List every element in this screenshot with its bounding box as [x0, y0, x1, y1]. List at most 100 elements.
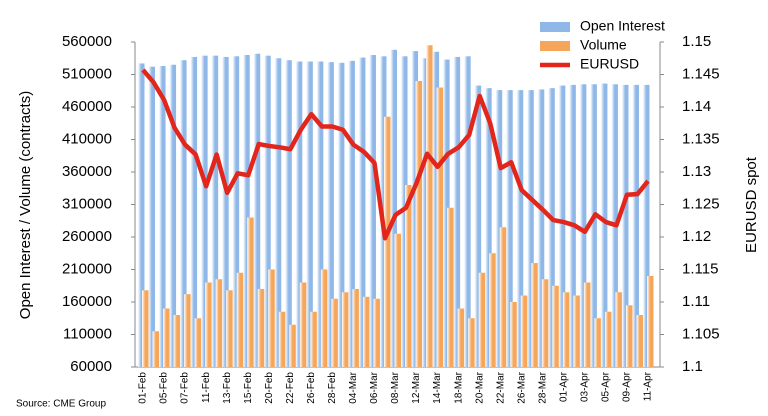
bar	[180, 60, 187, 367]
bar	[274, 58, 282, 367]
bar	[562, 292, 570, 367]
bar	[285, 60, 292, 367]
legend-label: Open Interest	[580, 18, 665, 34]
bar	[173, 315, 181, 367]
bar	[573, 295, 580, 367]
bar	[331, 298, 338, 367]
x-tick-label: 15-Feb	[243, 372, 254, 404]
bar	[489, 253, 496, 367]
y-tick-label: 560000	[62, 33, 112, 50]
bar	[310, 311, 317, 367]
bar	[268, 269, 275, 367]
legend-swatch	[540, 22, 570, 32]
x-tick-label: 09-Apr	[622, 371, 633, 402]
y-tick-label: 460000	[62, 98, 112, 115]
y2-tick-label: 1.115	[682, 260, 718, 277]
bar	[215, 279, 223, 367]
bar	[405, 185, 412, 367]
bar	[579, 84, 587, 367]
bar	[257, 289, 265, 367]
legend-swatch	[540, 41, 570, 51]
y2-tick-label: 1.1	[682, 358, 703, 375]
bar	[590, 84, 597, 367]
bar	[337, 62, 345, 368]
x-tick-label: 26-Feb	[306, 372, 317, 404]
legend-label: Volume	[580, 37, 627, 53]
line	[141, 68, 650, 241]
bar	[148, 66, 156, 367]
x-tick-label: 12-Mar	[411, 371, 422, 403]
bar	[600, 83, 608, 367]
source-note: Source: CME Group	[16, 399, 106, 410]
bar	[184, 294, 191, 367]
bar	[142, 290, 149, 367]
y-tick-label: 260000	[62, 228, 112, 245]
bar	[194, 318, 202, 367]
x-tick-label: 20-Feb	[264, 372, 275, 404]
x-tick-label: 28-Mar	[537, 371, 548, 403]
x-tick-label: 22-Feb	[285, 372, 296, 404]
bar	[169, 64, 177, 367]
bar	[457, 308, 465, 367]
y2-tick-label: 1.15	[682, 33, 711, 50]
bar	[247, 217, 254, 367]
bar	[468, 318, 475, 367]
bar	[647, 276, 654, 367]
x-tick-label: 18-Mar	[453, 371, 464, 403]
bar	[362, 296, 370, 367]
bar	[138, 63, 145, 367]
bar	[306, 61, 313, 367]
bar	[152, 331, 160, 367]
x-tick-label: 13-Feb	[222, 372, 233, 404]
bar	[527, 90, 534, 367]
y-tick-label: 160000	[62, 293, 112, 310]
y2-axis-title: EURUSD spot	[743, 156, 760, 253]
bar	[205, 282, 212, 367]
bar	[625, 305, 633, 367]
bar	[253, 53, 261, 367]
bar	[390, 49, 397, 368]
bar	[422, 58, 429, 367]
x-tick-label: 06-Mar	[369, 371, 380, 403]
x-tick-label: 08-Mar	[390, 371, 401, 403]
bar	[541, 279, 549, 367]
bar	[520, 295, 528, 367]
x-tick-label: 11-Apr	[643, 371, 654, 401]
y-tick-label: 410000	[62, 130, 112, 147]
x-tick-label: 05-Feb	[159, 372, 170, 404]
x-tick-label: 28-Feb	[327, 372, 338, 404]
bar	[636, 315, 643, 367]
bar	[411, 51, 419, 367]
y2-tick-label: 1.14	[682, 98, 711, 115]
y2-tick-label: 1.13	[682, 163, 711, 180]
x-tick-label: 20-Mar	[474, 371, 485, 403]
bar	[352, 289, 359, 367]
bar	[594, 318, 601, 367]
x-tick-label: 01-Feb	[138, 372, 149, 404]
bar	[394, 233, 401, 367]
bar	[453, 56, 461, 367]
bar	[443, 59, 450, 368]
bar	[436, 87, 444, 367]
bar	[236, 272, 244, 367]
bar	[478, 272, 486, 367]
bar	[537, 89, 545, 367]
bar	[243, 55, 250, 367]
x-tick-label: 26-Mar	[516, 371, 527, 403]
bar	[632, 84, 639, 368]
bar	[295, 61, 303, 367]
bar	[621, 84, 629, 368]
bar	[163, 308, 170, 367]
bar	[226, 290, 233, 367]
y-tick-label: 360000	[62, 163, 112, 180]
bar	[222, 56, 229, 367]
bar	[495, 90, 503, 367]
bar	[558, 85, 566, 368]
bar	[369, 55, 376, 367]
bar	[299, 282, 307, 367]
bar	[289, 324, 296, 367]
y-tick-label: 310000	[62, 195, 112, 212]
bar	[383, 116, 391, 367]
y-tick-label: 210000	[62, 260, 112, 277]
